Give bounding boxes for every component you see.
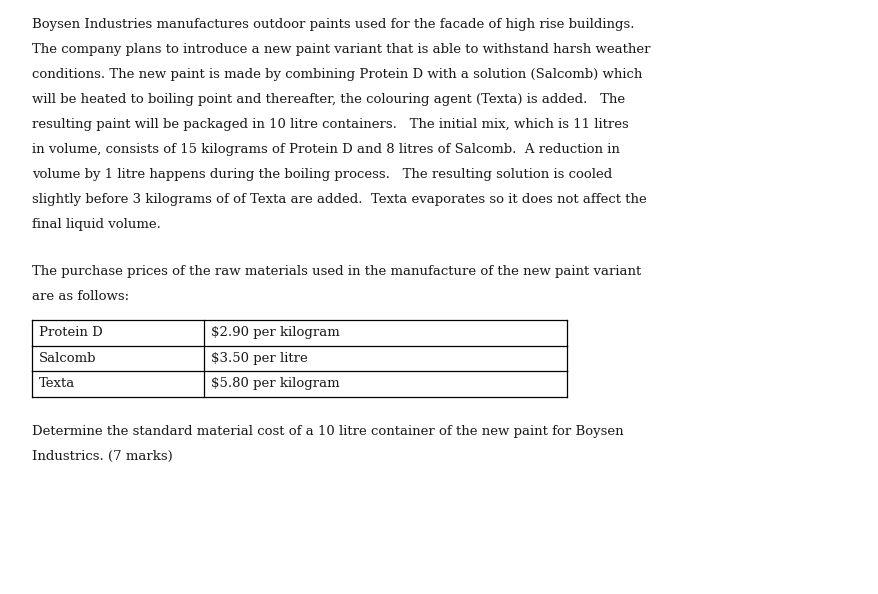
Text: in volume, consists of 15 kilograms of Protein D and 8 litres of Salcomb.  A red: in volume, consists of 15 kilograms of P… [32, 143, 619, 156]
Text: $2.90 per kilogram: $2.90 per kilogram [211, 326, 340, 339]
Text: final liquid volume.: final liquid volume. [32, 218, 161, 231]
Text: slightly before 3 kilograms of of Texta are added.  Texta evaporates so it does : slightly before 3 kilograms of of Texta … [32, 193, 646, 206]
Text: $5.80 per kilogram: $5.80 per kilogram [211, 377, 339, 390]
Text: Industrics. (7 marks): Industrics. (7 marks) [32, 450, 173, 463]
Text: will be heated to boiling point and thereafter, the colouring agent (Texta) is a: will be heated to boiling point and ther… [32, 93, 624, 106]
Text: Determine the standard material cost of a 10 litre container of the new paint fo: Determine the standard material cost of … [32, 425, 623, 438]
Text: conditions. The new paint is made by combining Protein D with a solution (Salcom: conditions. The new paint is made by com… [32, 68, 642, 81]
Text: are as follows:: are as follows: [32, 290, 129, 303]
Text: Texta: Texta [39, 377, 76, 390]
Text: volume by 1 litre happens during the boiling process.   The resulting solution i: volume by 1 litre happens during the boi… [32, 168, 612, 181]
Text: The purchase prices of the raw materials used in the manufacture of the new pain: The purchase prices of the raw materials… [32, 265, 641, 278]
Text: Salcomb: Salcomb [39, 352, 97, 365]
Text: Boysen Industries manufactures outdoor paints used for the facade of high rise b: Boysen Industries manufactures outdoor p… [32, 18, 634, 31]
Text: resulting paint will be packaged in 10 litre containers.   The initial mix, whic: resulting paint will be packaged in 10 l… [32, 118, 628, 131]
Text: Protein D: Protein D [39, 326, 103, 339]
Text: The company plans to introduce a new paint variant that is able to withstand har: The company plans to introduce a new pai… [32, 43, 650, 56]
Text: $3.50 per litre: $3.50 per litre [211, 352, 307, 365]
